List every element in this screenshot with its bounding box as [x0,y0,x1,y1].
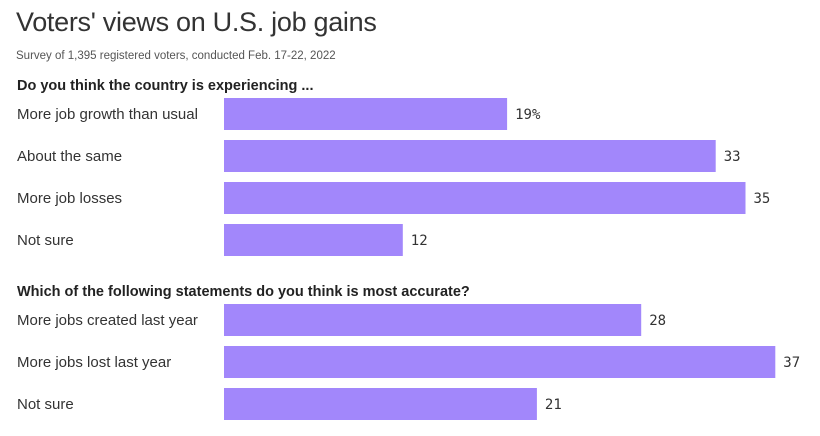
chart-subtitle: Survey of 1,395 registered voters, condu… [16,50,336,62]
bar [224,388,537,420]
chart-group-2: Which of the following statements do you… [17,284,800,420]
bar [224,140,716,172]
data-label: 21 [545,397,562,413]
category-label: More job growth than usual [17,106,198,123]
data-label: 19% [515,107,541,123]
question-title: Do you think the country is experiencing… [17,78,314,94]
bar [224,346,776,378]
data-label: 37 [783,355,800,371]
category-label: More job losses [17,190,122,207]
data-label: 28 [649,313,666,329]
category-label: About the same [17,148,122,165]
chart-group-1: Do you think the country is experiencing… [17,78,770,256]
category-label: Not sure [17,396,74,413]
question-title: Which of the following statements do you… [17,284,470,300]
bar [224,98,508,130]
category-label: Not sure [17,232,74,249]
data-label: 12 [411,233,428,249]
category-label: More jobs lost last year [17,354,171,371]
data-label: 35 [754,191,771,207]
bar [224,304,642,336]
data-label: 33 [724,149,741,165]
bar [224,224,403,256]
chart-title: Voters' views on U.S. job gains [16,7,377,37]
category-label: More jobs created last year [17,312,198,329]
bar [224,182,746,214]
